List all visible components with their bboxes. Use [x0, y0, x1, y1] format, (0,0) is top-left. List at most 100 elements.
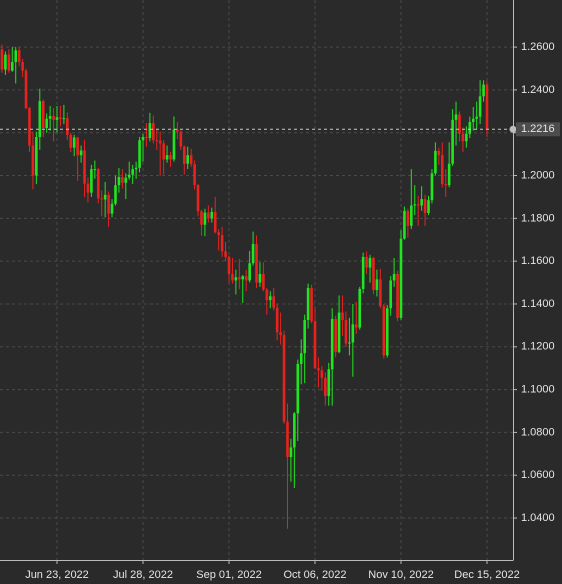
candle-body [330, 318, 334, 370]
candle-body [420, 199, 423, 206]
candle-body [93, 169, 97, 171]
candle-body [220, 235, 224, 252]
candle-body [179, 131, 183, 147]
candle-body [59, 117, 62, 119]
y-tick-label: 1.2000 [521, 169, 555, 181]
candle-body [255, 244, 258, 283]
candle-body [238, 277, 241, 280]
candle-body [289, 447, 293, 458]
candle-body [275, 307, 279, 333]
candle-body [244, 276, 248, 281]
x-tick-label: Nov 10, 2022 [368, 569, 433, 581]
candle-body [117, 177, 121, 186]
candle-body [114, 185, 117, 204]
candle-body [69, 134, 73, 148]
candle-body [382, 306, 386, 356]
candle-body [334, 318, 337, 353]
candle-body [124, 177, 128, 183]
last-price-label: 1.2216 [521, 123, 555, 135]
candle-body [465, 133, 468, 142]
candle-body [447, 163, 451, 186]
x-tick-label: Oct 06, 2022 [284, 569, 347, 581]
candle-body [107, 194, 110, 214]
candle-body [31, 145, 35, 176]
candle-body [385, 308, 389, 356]
candle-body [427, 200, 430, 213]
candle-body [303, 320, 306, 354]
candle-body [28, 108, 31, 146]
candle-body [182, 146, 186, 164]
y-tick-label: 1.0600 [521, 469, 555, 481]
candle-body [461, 133, 465, 142]
candle-body [152, 123, 155, 141]
y-tick-label: 1.0400 [521, 512, 555, 524]
candle-body [155, 140, 159, 142]
candle-body [458, 114, 461, 134]
candle-body [372, 257, 375, 291]
candle-body [38, 101, 42, 138]
candle-body [248, 263, 251, 281]
candle-body [66, 118, 69, 135]
candle-body [268, 296, 272, 301]
candle-body [354, 324, 358, 328]
candle-body [265, 289, 269, 301]
y-tick-label: 1.1600 [521, 255, 555, 267]
candle-body [241, 276, 245, 280]
candle-body [145, 137, 148, 139]
candle-body [389, 280, 392, 309]
candle-body [251, 244, 255, 264]
y-tick-label: 1.1400 [521, 298, 555, 310]
candle-body [413, 204, 417, 206]
candle-body [203, 212, 207, 225]
candle-body [121, 177, 124, 183]
candle-body [399, 238, 403, 318]
candle-body [0, 49, 4, 70]
last-price-box [516, 122, 560, 137]
candle-body [14, 50, 18, 63]
candle-body [141, 137, 145, 141]
candle-body [361, 256, 365, 289]
candle-body [430, 173, 434, 201]
candle-body [392, 274, 396, 281]
candle-body [227, 256, 231, 275]
candle-body [471, 118, 475, 123]
candle-body [341, 312, 344, 321]
candle-body [62, 118, 66, 120]
candle-body [24, 70, 28, 109]
candle-body [351, 324, 355, 343]
candle-body [368, 257, 372, 268]
candle-body [17, 50, 21, 63]
candle-body [437, 150, 441, 156]
candle-body [282, 335, 286, 422]
last-price-marker [509, 125, 517, 133]
candle-body [134, 167, 138, 170]
candle-body [48, 116, 52, 119]
candle-body [454, 114, 458, 120]
candle-body [186, 155, 190, 164]
candle-body [207, 212, 210, 219]
candle-body [317, 368, 320, 371]
candle-body [21, 62, 24, 71]
candle-body [210, 211, 214, 219]
candle-body [35, 137, 38, 176]
candle-body [172, 129, 176, 160]
candle-body [365, 256, 368, 268]
candle-body [55, 117, 59, 120]
candle-body [10, 62, 14, 71]
x-tick-label: Jun 23, 2022 [25, 569, 89, 581]
candle-body [196, 185, 200, 212]
candle-body [193, 164, 196, 186]
candle-body [293, 413, 296, 448]
candle-body [337, 312, 341, 353]
candle-body [148, 123, 152, 139]
candle-body [423, 199, 427, 213]
candle-body [396, 274, 399, 318]
candle-body [403, 210, 406, 239]
candle-body [416, 204, 420, 206]
candle-body [286, 421, 289, 458]
candle-body [327, 369, 331, 397]
candle-body [83, 150, 86, 184]
